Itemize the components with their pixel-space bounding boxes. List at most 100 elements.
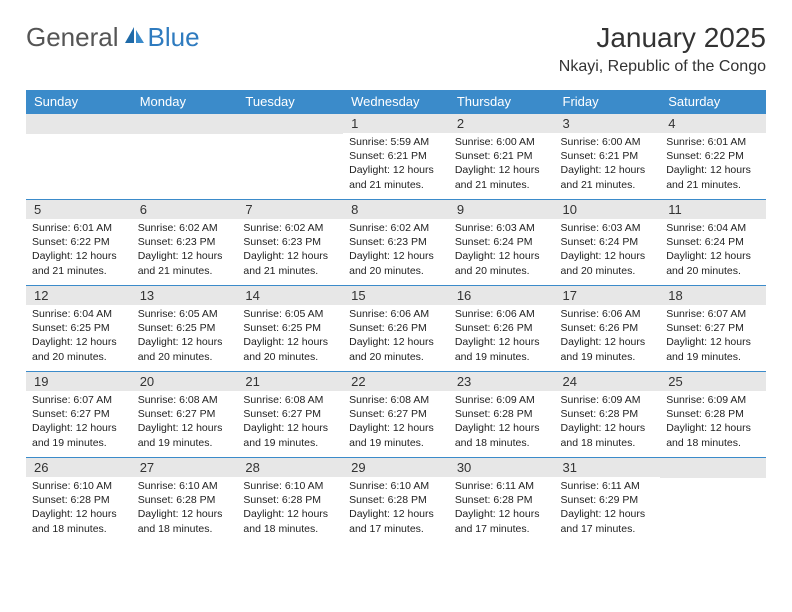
day-number: 24 [555,372,661,391]
day-number-blank [132,114,238,134]
day-number-blank [237,114,343,134]
calendar-day-cell: 31Sunrise: 6:11 AMSunset: 6:29 PMDayligh… [555,458,661,544]
day-number: 20 [132,372,238,391]
calendar-day-cell: 20Sunrise: 6:08 AMSunset: 6:27 PMDayligh… [132,372,238,458]
weekday-header: Sunday [26,90,132,114]
day-details: Sunrise: 6:11 AMSunset: 6:29 PMDaylight:… [555,477,661,538]
calendar-day-cell [26,114,132,200]
calendar-week-row: 5Sunrise: 6:01 AMSunset: 6:22 PMDaylight… [26,200,766,286]
logo: General Blue [26,22,200,53]
calendar-day-cell [237,114,343,200]
calendar-table: Sunday Monday Tuesday Wednesday Thursday… [26,90,766,544]
weekday-header: Thursday [449,90,555,114]
calendar-week-row: 1Sunrise: 5:59 AMSunset: 6:21 PMDaylight… [26,114,766,200]
day-number: 27 [132,458,238,477]
calendar-day-cell: 7Sunrise: 6:02 AMSunset: 6:23 PMDaylight… [237,200,343,286]
weekday-header: Friday [555,90,661,114]
day-number: 29 [343,458,449,477]
day-details: Sunrise: 6:03 AMSunset: 6:24 PMDaylight:… [555,219,661,280]
day-details: Sunrise: 6:07 AMSunset: 6:27 PMDaylight:… [26,391,132,452]
day-number: 16 [449,286,555,305]
day-number: 25 [660,372,766,391]
logo-text-general: General [26,22,119,53]
day-details: Sunrise: 6:11 AMSunset: 6:28 PMDaylight:… [449,477,555,538]
header: General Blue January 2025 Nkayi, Republi… [26,22,766,76]
day-details: Sunrise: 6:01 AMSunset: 6:22 PMDaylight:… [660,133,766,194]
calendar-day-cell [660,458,766,544]
calendar-day-cell: 9Sunrise: 6:03 AMSunset: 6:24 PMDaylight… [449,200,555,286]
page-title: January 2025 [559,22,766,54]
calendar-week-row: 12Sunrise: 6:04 AMSunset: 6:25 PMDayligh… [26,286,766,372]
calendar-day-cell: 23Sunrise: 6:09 AMSunset: 6:28 PMDayligh… [449,372,555,458]
day-details: Sunrise: 6:02 AMSunset: 6:23 PMDaylight:… [132,219,238,280]
day-details: Sunrise: 6:05 AMSunset: 6:25 PMDaylight:… [237,305,343,366]
day-number: 5 [26,200,132,219]
calendar-day-cell: 25Sunrise: 6:09 AMSunset: 6:28 PMDayligh… [660,372,766,458]
day-number: 22 [343,372,449,391]
day-number: 9 [449,200,555,219]
day-details: Sunrise: 6:08 AMSunset: 6:27 PMDaylight:… [132,391,238,452]
calendar-day-cell: 6Sunrise: 6:02 AMSunset: 6:23 PMDaylight… [132,200,238,286]
day-number: 1 [343,114,449,133]
day-number: 10 [555,200,661,219]
calendar-day-cell: 24Sunrise: 6:09 AMSunset: 6:28 PMDayligh… [555,372,661,458]
day-number: 11 [660,200,766,219]
logo-text-blue: Blue [148,22,200,53]
day-number: 3 [555,114,661,133]
calendar-day-cell: 5Sunrise: 6:01 AMSunset: 6:22 PMDaylight… [26,200,132,286]
weekday-header: Wednesday [343,90,449,114]
weekday-header-row: Sunday Monday Tuesday Wednesday Thursday… [26,90,766,114]
day-details: Sunrise: 6:06 AMSunset: 6:26 PMDaylight:… [343,305,449,366]
day-details: Sunrise: 6:08 AMSunset: 6:27 PMDaylight:… [343,391,449,452]
calendar-day-cell: 17Sunrise: 6:06 AMSunset: 6:26 PMDayligh… [555,286,661,372]
day-details: Sunrise: 6:10 AMSunset: 6:28 PMDaylight:… [343,477,449,538]
calendar-day-cell: 12Sunrise: 6:04 AMSunset: 6:25 PMDayligh… [26,286,132,372]
day-number: 6 [132,200,238,219]
calendar-day-cell: 2Sunrise: 6:00 AMSunset: 6:21 PMDaylight… [449,114,555,200]
day-number: 31 [555,458,661,477]
day-number: 23 [449,372,555,391]
day-details: Sunrise: 6:01 AMSunset: 6:22 PMDaylight:… [26,219,132,280]
day-details: Sunrise: 6:08 AMSunset: 6:27 PMDaylight:… [237,391,343,452]
calendar-week-row: 19Sunrise: 6:07 AMSunset: 6:27 PMDayligh… [26,372,766,458]
day-number: 12 [26,286,132,305]
calendar-day-cell: 3Sunrise: 6:00 AMSunset: 6:21 PMDaylight… [555,114,661,200]
day-details: Sunrise: 6:09 AMSunset: 6:28 PMDaylight:… [555,391,661,452]
day-details: Sunrise: 6:04 AMSunset: 6:24 PMDaylight:… [660,219,766,280]
day-number-blank [26,114,132,134]
day-details: Sunrise: 6:02 AMSunset: 6:23 PMDaylight:… [343,219,449,280]
day-details: Sunrise: 6:09 AMSunset: 6:28 PMDaylight:… [449,391,555,452]
calendar-day-cell: 30Sunrise: 6:11 AMSunset: 6:28 PMDayligh… [449,458,555,544]
calendar-day-cell: 16Sunrise: 6:06 AMSunset: 6:26 PMDayligh… [449,286,555,372]
day-number: 28 [237,458,343,477]
calendar-day-cell: 11Sunrise: 6:04 AMSunset: 6:24 PMDayligh… [660,200,766,286]
day-details: Sunrise: 6:00 AMSunset: 6:21 PMDaylight:… [555,133,661,194]
calendar-day-cell: 13Sunrise: 6:05 AMSunset: 6:25 PMDayligh… [132,286,238,372]
calendar-day-cell: 10Sunrise: 6:03 AMSunset: 6:24 PMDayligh… [555,200,661,286]
day-number: 17 [555,286,661,305]
calendar-day-cell: 1Sunrise: 5:59 AMSunset: 6:21 PMDaylight… [343,114,449,200]
day-number: 2 [449,114,555,133]
day-number: 8 [343,200,449,219]
calendar-day-cell: 19Sunrise: 6:07 AMSunset: 6:27 PMDayligh… [26,372,132,458]
calendar-day-cell: 27Sunrise: 6:10 AMSunset: 6:28 PMDayligh… [132,458,238,544]
day-number: 13 [132,286,238,305]
day-details: Sunrise: 6:02 AMSunset: 6:23 PMDaylight:… [237,219,343,280]
day-number-blank [660,458,766,478]
calendar-day-cell: 8Sunrise: 6:02 AMSunset: 6:23 PMDaylight… [343,200,449,286]
calendar-day-cell: 29Sunrise: 6:10 AMSunset: 6:28 PMDayligh… [343,458,449,544]
day-number: 7 [237,200,343,219]
title-block: January 2025 Nkayi, Republic of the Cong… [559,22,766,76]
day-details: Sunrise: 6:09 AMSunset: 6:28 PMDaylight:… [660,391,766,452]
location: Nkayi, Republic of the Congo [559,58,766,76]
weekday-header: Saturday [660,90,766,114]
calendar-week-row: 26 Sunrise: 6:10 AMSunset: 6:28 PMDayligh… [26,458,766,544]
day-details: Sunrise: 6:00 AMSunset: 6:21 PMDaylight:… [449,133,555,194]
calendar-day-cell: 15Sunrise: 6:06 AMSunset: 6:26 PMDayligh… [343,286,449,372]
day-number: 21 [237,372,343,391]
logo-sail-icon [124,25,146,50]
day-number: 4 [660,114,766,133]
calendar-day-cell [132,114,238,200]
day-number: 26 [26,458,132,477]
day-details: Sunrise: 6:04 AMSunset: 6:25 PMDaylight:… [26,305,132,366]
